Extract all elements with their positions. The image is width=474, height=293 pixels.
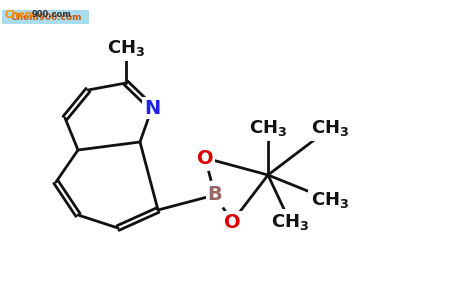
Text: O: O: [224, 212, 240, 231]
Text: Chem: Chem: [5, 10, 36, 20]
Text: $\mathbf{CH_3}$: $\mathbf{CH_3}$: [271, 212, 309, 232]
FancyBboxPatch shape: [2, 10, 89, 24]
Text: Chem900.com: Chem900.com: [10, 13, 82, 21]
Text: N: N: [144, 98, 160, 117]
Text: B: B: [208, 185, 222, 205]
Text: $\mathbf{CH_3}$: $\mathbf{CH_3}$: [311, 190, 349, 210]
Text: $\mathbf{CH_3}$: $\mathbf{CH_3}$: [311, 118, 349, 138]
Text: O: O: [197, 149, 213, 168]
Text: 900.com: 900.com: [32, 10, 72, 19]
Text: $\mathbf{CH_3}$: $\mathbf{CH_3}$: [107, 38, 145, 58]
Text: $\mathbf{CH_3}$: $\mathbf{CH_3}$: [249, 118, 287, 138]
